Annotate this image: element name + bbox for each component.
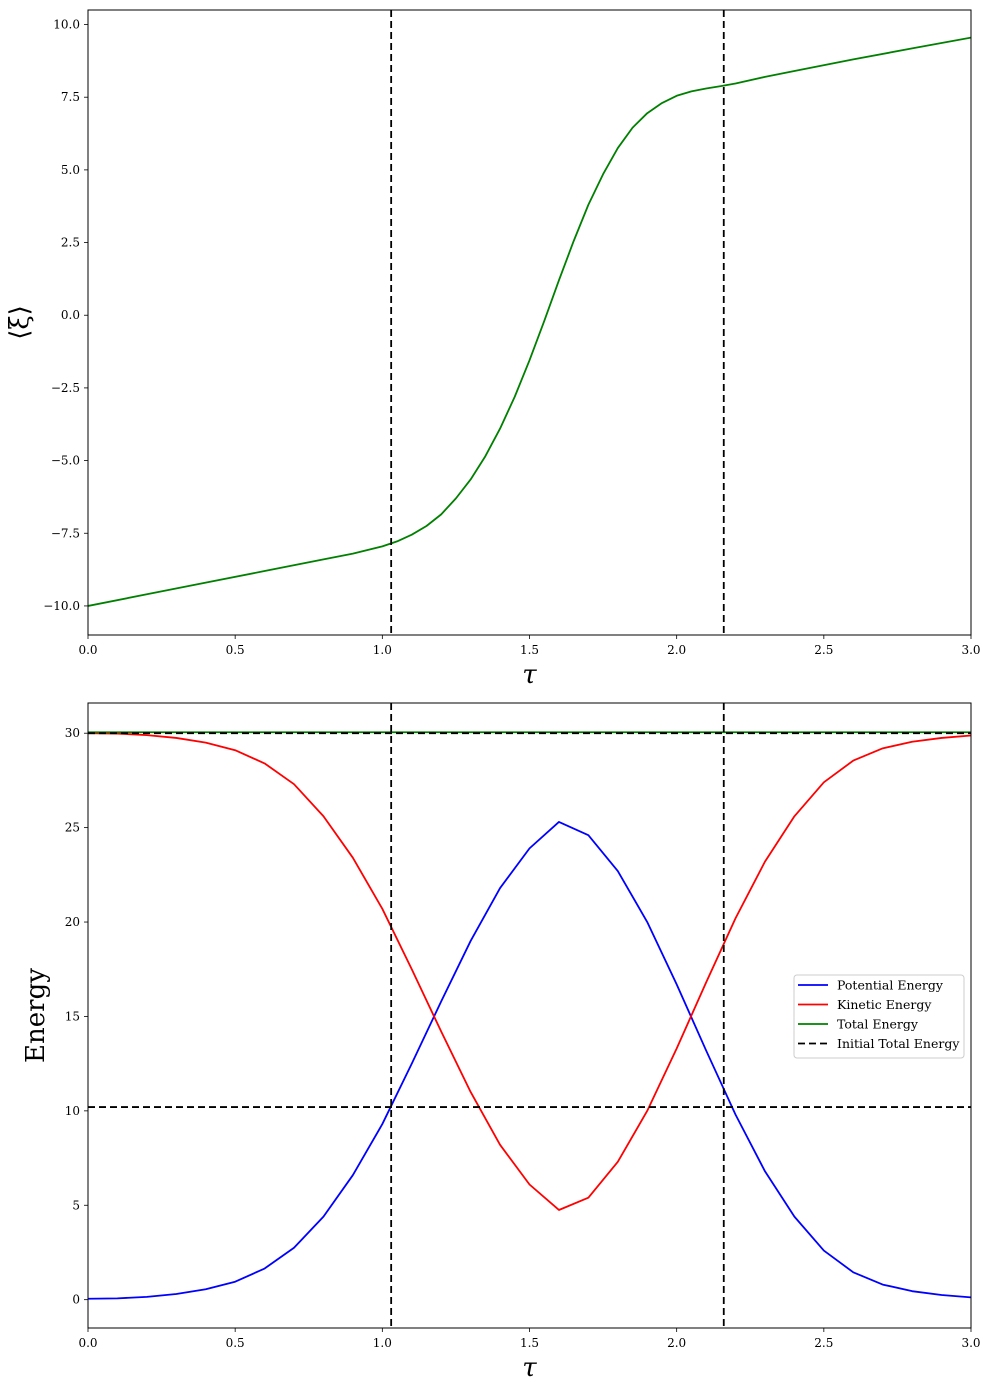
y-tick-label: −5.0 bbox=[51, 454, 80, 468]
x-tick-label: 2.0 bbox=[667, 1336, 686, 1350]
x-axis-label: τ bbox=[522, 660, 537, 690]
legend-entry-label: Potential Energy bbox=[837, 978, 944, 993]
y-tick-label: 0 bbox=[72, 1293, 80, 1307]
series-line-1 bbox=[88, 36, 971, 607]
legend-entry-label: Initial Total Energy bbox=[837, 1036, 960, 1051]
y-axis-label: ⟨ξ⟩ bbox=[5, 305, 35, 340]
x-tick-label: 3.0 bbox=[961, 1336, 980, 1350]
y-tick-label: 10.0 bbox=[53, 18, 80, 32]
x-tick-label: 1.5 bbox=[520, 643, 539, 657]
y-tick-label: −7.5 bbox=[51, 526, 80, 540]
y-tick-label: 10 bbox=[65, 1104, 80, 1118]
x-tick-label: 1.0 bbox=[373, 1336, 392, 1350]
y-tick-label: −2.5 bbox=[51, 381, 80, 395]
x-tick-label: 1.0 bbox=[373, 643, 392, 657]
y-tick-label: 0.0 bbox=[61, 308, 80, 322]
y-tick-label: 5.0 bbox=[61, 163, 80, 177]
x-tick-label: 1.5 bbox=[520, 1336, 539, 1350]
x-tick-label: 3.0 bbox=[961, 643, 980, 657]
y-tick-label: 2.5 bbox=[61, 236, 80, 250]
plot-frame bbox=[87, 702, 972, 1329]
series-line-1 bbox=[88, 821, 971, 1300]
x-tick-label: 0.0 bbox=[78, 1336, 97, 1350]
legend: Potential Energy Kinetic Energy Total Ener… bbox=[793, 974, 965, 1059]
y-axis-label: Energy bbox=[21, 968, 51, 1063]
x-tick-label: 2.5 bbox=[814, 643, 833, 657]
y-tick-label: 30 bbox=[65, 726, 80, 740]
chart-panel-1: 0.0 0.5 1.0 1.5 2.0 2.5 3.0 −10.0 −7.5 −5.0 −2.5 0.… bbox=[5, 9, 981, 690]
series-line-2 bbox=[88, 732, 971, 1211]
y-tick-label: 5 bbox=[72, 1198, 80, 1212]
legend-entry-label: Kinetic Energy bbox=[837, 997, 932, 1012]
y-tick-label: 25 bbox=[65, 821, 80, 835]
chart-panel-2: 0.0 0.5 1.0 1.5 2.0 2.5 3.0 0 5 10 15 20 25 30 τ Energy… bbox=[21, 702, 981, 1383]
x-tick-label: 0.5 bbox=[226, 643, 245, 657]
x-tick-label: 2.0 bbox=[667, 643, 686, 657]
x-tick-label: 2.5 bbox=[814, 1336, 833, 1350]
plot-frame bbox=[87, 9, 972, 636]
y-tick-label: 7.5 bbox=[61, 90, 80, 104]
y-tick-label: 20 bbox=[65, 915, 80, 929]
x-tick-label: 0.5 bbox=[226, 1336, 245, 1350]
y-tick-label: −10.0 bbox=[43, 599, 80, 613]
x-axis-label: τ bbox=[522, 1353, 537, 1383]
y-tick-label: 15 bbox=[65, 1009, 80, 1023]
x-tick-label: 0.0 bbox=[78, 643, 97, 657]
legend-entry-label: Total Energy bbox=[837, 1017, 919, 1032]
